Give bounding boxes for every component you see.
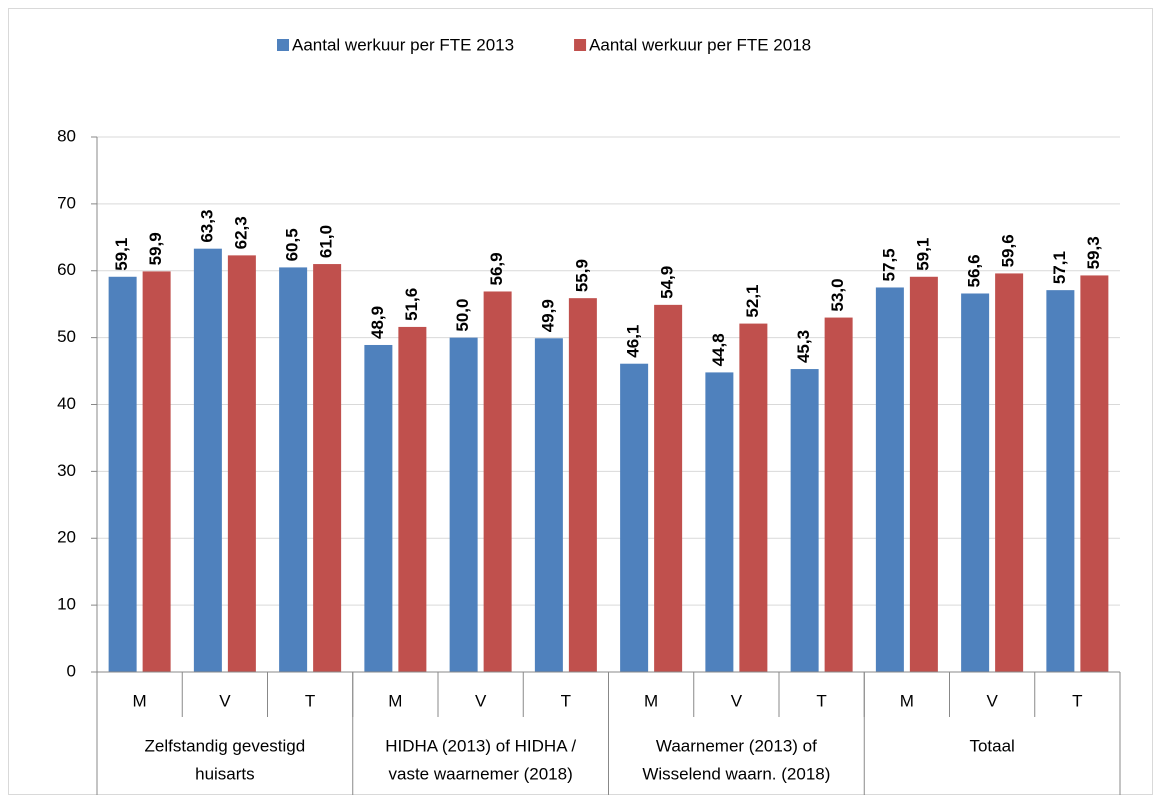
bar — [824, 317, 853, 672]
bar — [364, 344, 393, 672]
value-label: 59,6 — [999, 234, 1018, 267]
x-tick-label: M — [644, 691, 658, 710]
value-label: 54,9 — [658, 266, 677, 299]
bar — [279, 267, 308, 672]
group-label: HIDHA (2013) of HIDHA / — [385, 736, 576, 755]
bar — [875, 287, 904, 672]
bar — [995, 273, 1024, 672]
bar — [398, 326, 427, 672]
value-label: 48,9 — [368, 306, 387, 339]
bar — [620, 363, 649, 672]
bar — [961, 293, 990, 672]
bar — [142, 271, 171, 672]
value-label: 59,1 — [112, 238, 131, 271]
bar — [193, 248, 222, 672]
bar — [534, 338, 563, 672]
value-label: 57,5 — [879, 248, 898, 281]
legend-swatch — [277, 39, 289, 51]
group-label: huisarts — [195, 764, 255, 783]
group-label: Totaal — [969, 736, 1014, 755]
y-tick-label: 80 — [57, 126, 76, 145]
bar — [909, 276, 938, 672]
y-tick-label: 0 — [67, 661, 76, 680]
y-tick-label: 10 — [57, 595, 76, 614]
value-label: 63,3 — [197, 210, 216, 243]
y-tick-label: 20 — [57, 528, 76, 547]
x-tick-label: M — [388, 691, 402, 710]
y-tick-label: 40 — [57, 394, 76, 413]
x-tick-label: T — [561, 691, 571, 710]
value-label: 59,9 — [146, 232, 165, 265]
y-tick-label: 50 — [57, 327, 76, 346]
group-label: Zelfstandig gevestigd — [145, 736, 306, 755]
value-label: 59,1 — [913, 238, 932, 271]
group-label: Waarnemer (2013) of — [656, 736, 817, 755]
bar — [1080, 275, 1109, 672]
legend-label: Aantal werkuur per FTE 2018 — [589, 35, 811, 54]
bar — [790, 369, 819, 672]
bar — [313, 264, 342, 672]
value-label: 55,9 — [572, 259, 591, 292]
x-tick-label: T — [305, 691, 315, 710]
bar — [108, 276, 137, 672]
value-label: 51,6 — [402, 288, 421, 321]
value-label: 56,6 — [965, 254, 984, 287]
legend-swatch — [574, 39, 587, 51]
bar — [654, 304, 683, 672]
value-label: 52,1 — [743, 284, 762, 317]
bar — [449, 337, 478, 672]
value-label: 49,9 — [538, 299, 557, 332]
bar — [739, 323, 768, 672]
legend-label: Aantal werkuur per FTE 2013 — [292, 35, 514, 54]
value-label: 59,3 — [1084, 236, 1103, 269]
value-label: 57,1 — [1050, 251, 1069, 284]
value-label: 61,0 — [317, 225, 336, 258]
x-tick-label: V — [219, 691, 231, 710]
x-tick-label: M — [133, 691, 147, 710]
x-tick-label: V — [475, 691, 487, 710]
value-label: 50,0 — [453, 299, 472, 332]
bar — [483, 291, 512, 672]
value-label: 46,1 — [624, 325, 643, 358]
x-tick-label: V — [986, 691, 998, 710]
value-label: 44,8 — [709, 333, 728, 366]
value-label: 60,5 — [283, 228, 302, 261]
x-tick-label: M — [900, 691, 914, 710]
bar — [227, 255, 256, 672]
value-label: 62,3 — [231, 216, 250, 249]
y-tick-label: 30 — [57, 461, 76, 480]
bar — [1046, 290, 1075, 672]
x-tick-label: T — [1072, 691, 1082, 710]
value-label: 45,3 — [794, 330, 813, 363]
x-tick-label: T — [816, 691, 826, 710]
x-tick-label: V — [731, 691, 743, 710]
bar — [568, 298, 597, 672]
group-label: vaste waarnemer (2018) — [388, 764, 572, 783]
y-tick-label: 60 — [57, 260, 76, 279]
value-label: 53,0 — [828, 278, 847, 311]
value-label: 56,9 — [487, 252, 506, 285]
group-label: Wisselend waarn. (2018) — [642, 764, 830, 783]
y-tick-label: 70 — [57, 193, 76, 212]
bar — [705, 372, 734, 672]
